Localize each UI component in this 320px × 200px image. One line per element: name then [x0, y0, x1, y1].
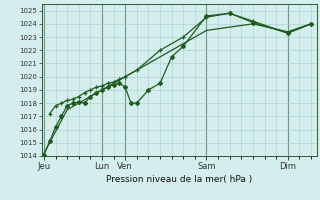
- X-axis label: Pression niveau de la mer( hPa ): Pression niveau de la mer( hPa ): [106, 175, 252, 184]
